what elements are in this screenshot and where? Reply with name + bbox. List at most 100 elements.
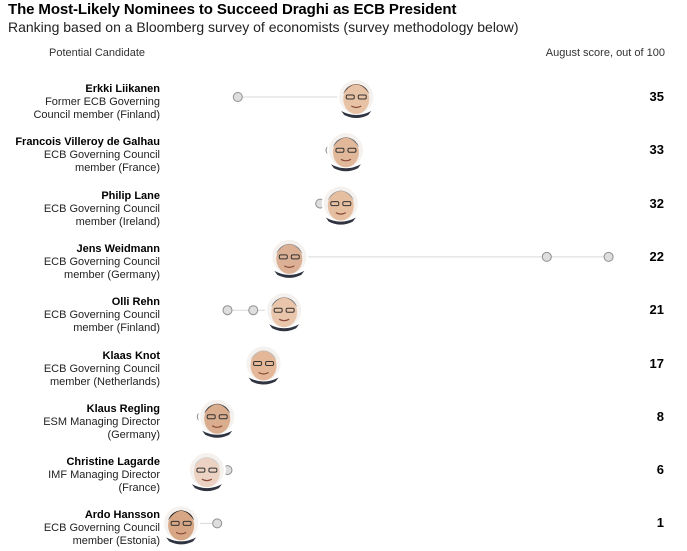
portrait-suit — [341, 111, 372, 118]
portrait-face — [204, 403, 231, 434]
portrait-glasses-left — [170, 520, 180, 526]
portrait-hair — [271, 297, 298, 308]
candidate-label: Ardo Hansson ECB Governing Council member … — [0, 509, 160, 548]
chart-title: The Most-Likely Nominees to Succeed Drag… — [8, 1, 457, 18]
candidate-role: ECB Governing Council — [43, 522, 160, 535]
portrait-suit — [248, 377, 279, 385]
portrait-face — [327, 190, 354, 221]
candidate-role: ECB Governing Council — [43, 255, 160, 268]
candidate-score: 6 — [656, 462, 664, 478]
portrait-face — [250, 350, 277, 381]
portrait-mouth — [278, 318, 290, 322]
candidate-row — [222, 291, 304, 332]
portrait-glasses-left — [330, 201, 340, 207]
portrait-glasses-right — [182, 520, 192, 526]
portrait-face — [343, 84, 370, 114]
portrait-mouth — [211, 425, 223, 428]
portrait-face — [271, 297, 298, 328]
portrait-hair — [250, 350, 277, 361]
portrait-glasses-left — [196, 467, 206, 473]
candidate-portrait — [244, 344, 283, 385]
candidate-name: Francois Villeroy de Galhau — [15, 136, 160, 149]
portrait-glasses-left — [335, 147, 345, 153]
earlier-score-point — [603, 251, 614, 262]
candidate-score: 35 — [649, 89, 664, 104]
candidate-role: (France) — [118, 482, 160, 495]
portrait-mouth — [350, 105, 362, 109]
portrait-glasses-left — [206, 414, 216, 420]
portrait-suit — [330, 164, 361, 172]
candidate-role: Council member (Finland) — [33, 109, 160, 121]
candidate-score: 8 — [656, 408, 664, 424]
candidate-role: member (Germany) — [64, 268, 160, 281]
portrait-suit — [274, 270, 305, 278]
candidate-role: ECB Governing Council — [43, 309, 160, 322]
candidate-row — [244, 344, 283, 385]
portrait-glasses-right — [265, 361, 275, 366]
candidate-portrait — [321, 184, 360, 225]
candidate-score: 1 — [656, 515, 664, 531]
portrait-hair — [193, 457, 220, 468]
portrait-glasses-right — [357, 94, 367, 100]
candidate-name: Philip Lane — [101, 189, 160, 202]
candidate-score: 17 — [649, 355, 664, 371]
portrait-suit — [191, 484, 222, 492]
portrait-hair — [343, 84, 370, 94]
portrait-suit — [325, 217, 356, 225]
portrait-hair — [168, 510, 195, 521]
portrait-mouth — [201, 478, 213, 482]
candidate-portrait — [337, 78, 376, 118]
earlier-score-point — [212, 518, 223, 529]
portrait-suit — [269, 324, 300, 332]
portrait-face — [168, 510, 195, 541]
candidate-label: Jens Weidmann ECB Governing Council member… — [0, 243, 160, 282]
portrait-mouth — [283, 265, 295, 268]
candidate-role: ECB Governing Council — [43, 202, 160, 215]
candidate-portrait — [162, 504, 201, 545]
portrait-face — [276, 243, 303, 274]
candidate-name: Klaus Regling — [86, 402, 160, 415]
earlier-score-point — [222, 305, 233, 316]
portrait-mouth — [335, 212, 347, 215]
portrait-glasses-right — [347, 147, 357, 153]
candidate-name: Erkki Liikanen — [85, 83, 160, 95]
portrait-hair — [327, 190, 354, 201]
candidate-row — [162, 504, 223, 545]
candidate-label: Klaus Regling ESM Managing Director (Germa… — [0, 403, 160, 442]
portrait-mouth — [258, 371, 269, 375]
candidate-label: Francois Villeroy de Galhau ECB Governing… — [0, 136, 160, 175]
candidate-role: member (Estonia) — [72, 535, 160, 548]
portrait-suit — [166, 537, 197, 545]
portrait-hair — [332, 137, 359, 148]
portrait-glasses-right — [290, 254, 300, 260]
candidate-role: member (Netherlands) — [49, 375, 160, 388]
candidate-name: Klaas Knot — [102, 349, 160, 362]
portrait-glasses-right — [285, 307, 295, 313]
portrait-mouth — [175, 531, 187, 535]
portrait-suit — [202, 430, 233, 438]
candidate-portrait — [326, 131, 365, 172]
candidate-name: Jens Weidmann — [76, 242, 160, 255]
portrait-face — [332, 137, 359, 168]
candidate-role: (Germany) — [107, 428, 160, 441]
portrait-glasses-left — [345, 94, 355, 100]
candidate-name: Ardo Hansson — [84, 509, 160, 522]
candidate-row — [196, 397, 237, 438]
candidate-score: 33 — [649, 142, 664, 158]
candidate-row — [232, 78, 376, 118]
candidate-name: Olli Rehn — [111, 296, 160, 309]
candidate-role: member (Ireland) — [75, 215, 160, 228]
candidate-label: Olli Rehn ECB Governing Council member (Fi… — [0, 296, 160, 335]
candidate-row — [187, 451, 233, 492]
candidate-portrait — [270, 237, 309, 278]
candidate-score: 22 — [649, 248, 664, 264]
portrait-glasses-right — [218, 414, 228, 420]
candidate-portrait — [187, 451, 226, 492]
portrait-glasses-right — [342, 201, 352, 207]
portrait-face — [193, 457, 220, 488]
candidate-role: Former ECB Governing — [45, 96, 160, 108]
candidate-role: ECB Governing Council — [43, 149, 160, 162]
candidate-label: Erkki Liikanen Former ECB Governing Counci… — [0, 83, 160, 122]
earlier-score-point — [248, 305, 259, 316]
candidate-score: 21 — [649, 302, 664, 318]
